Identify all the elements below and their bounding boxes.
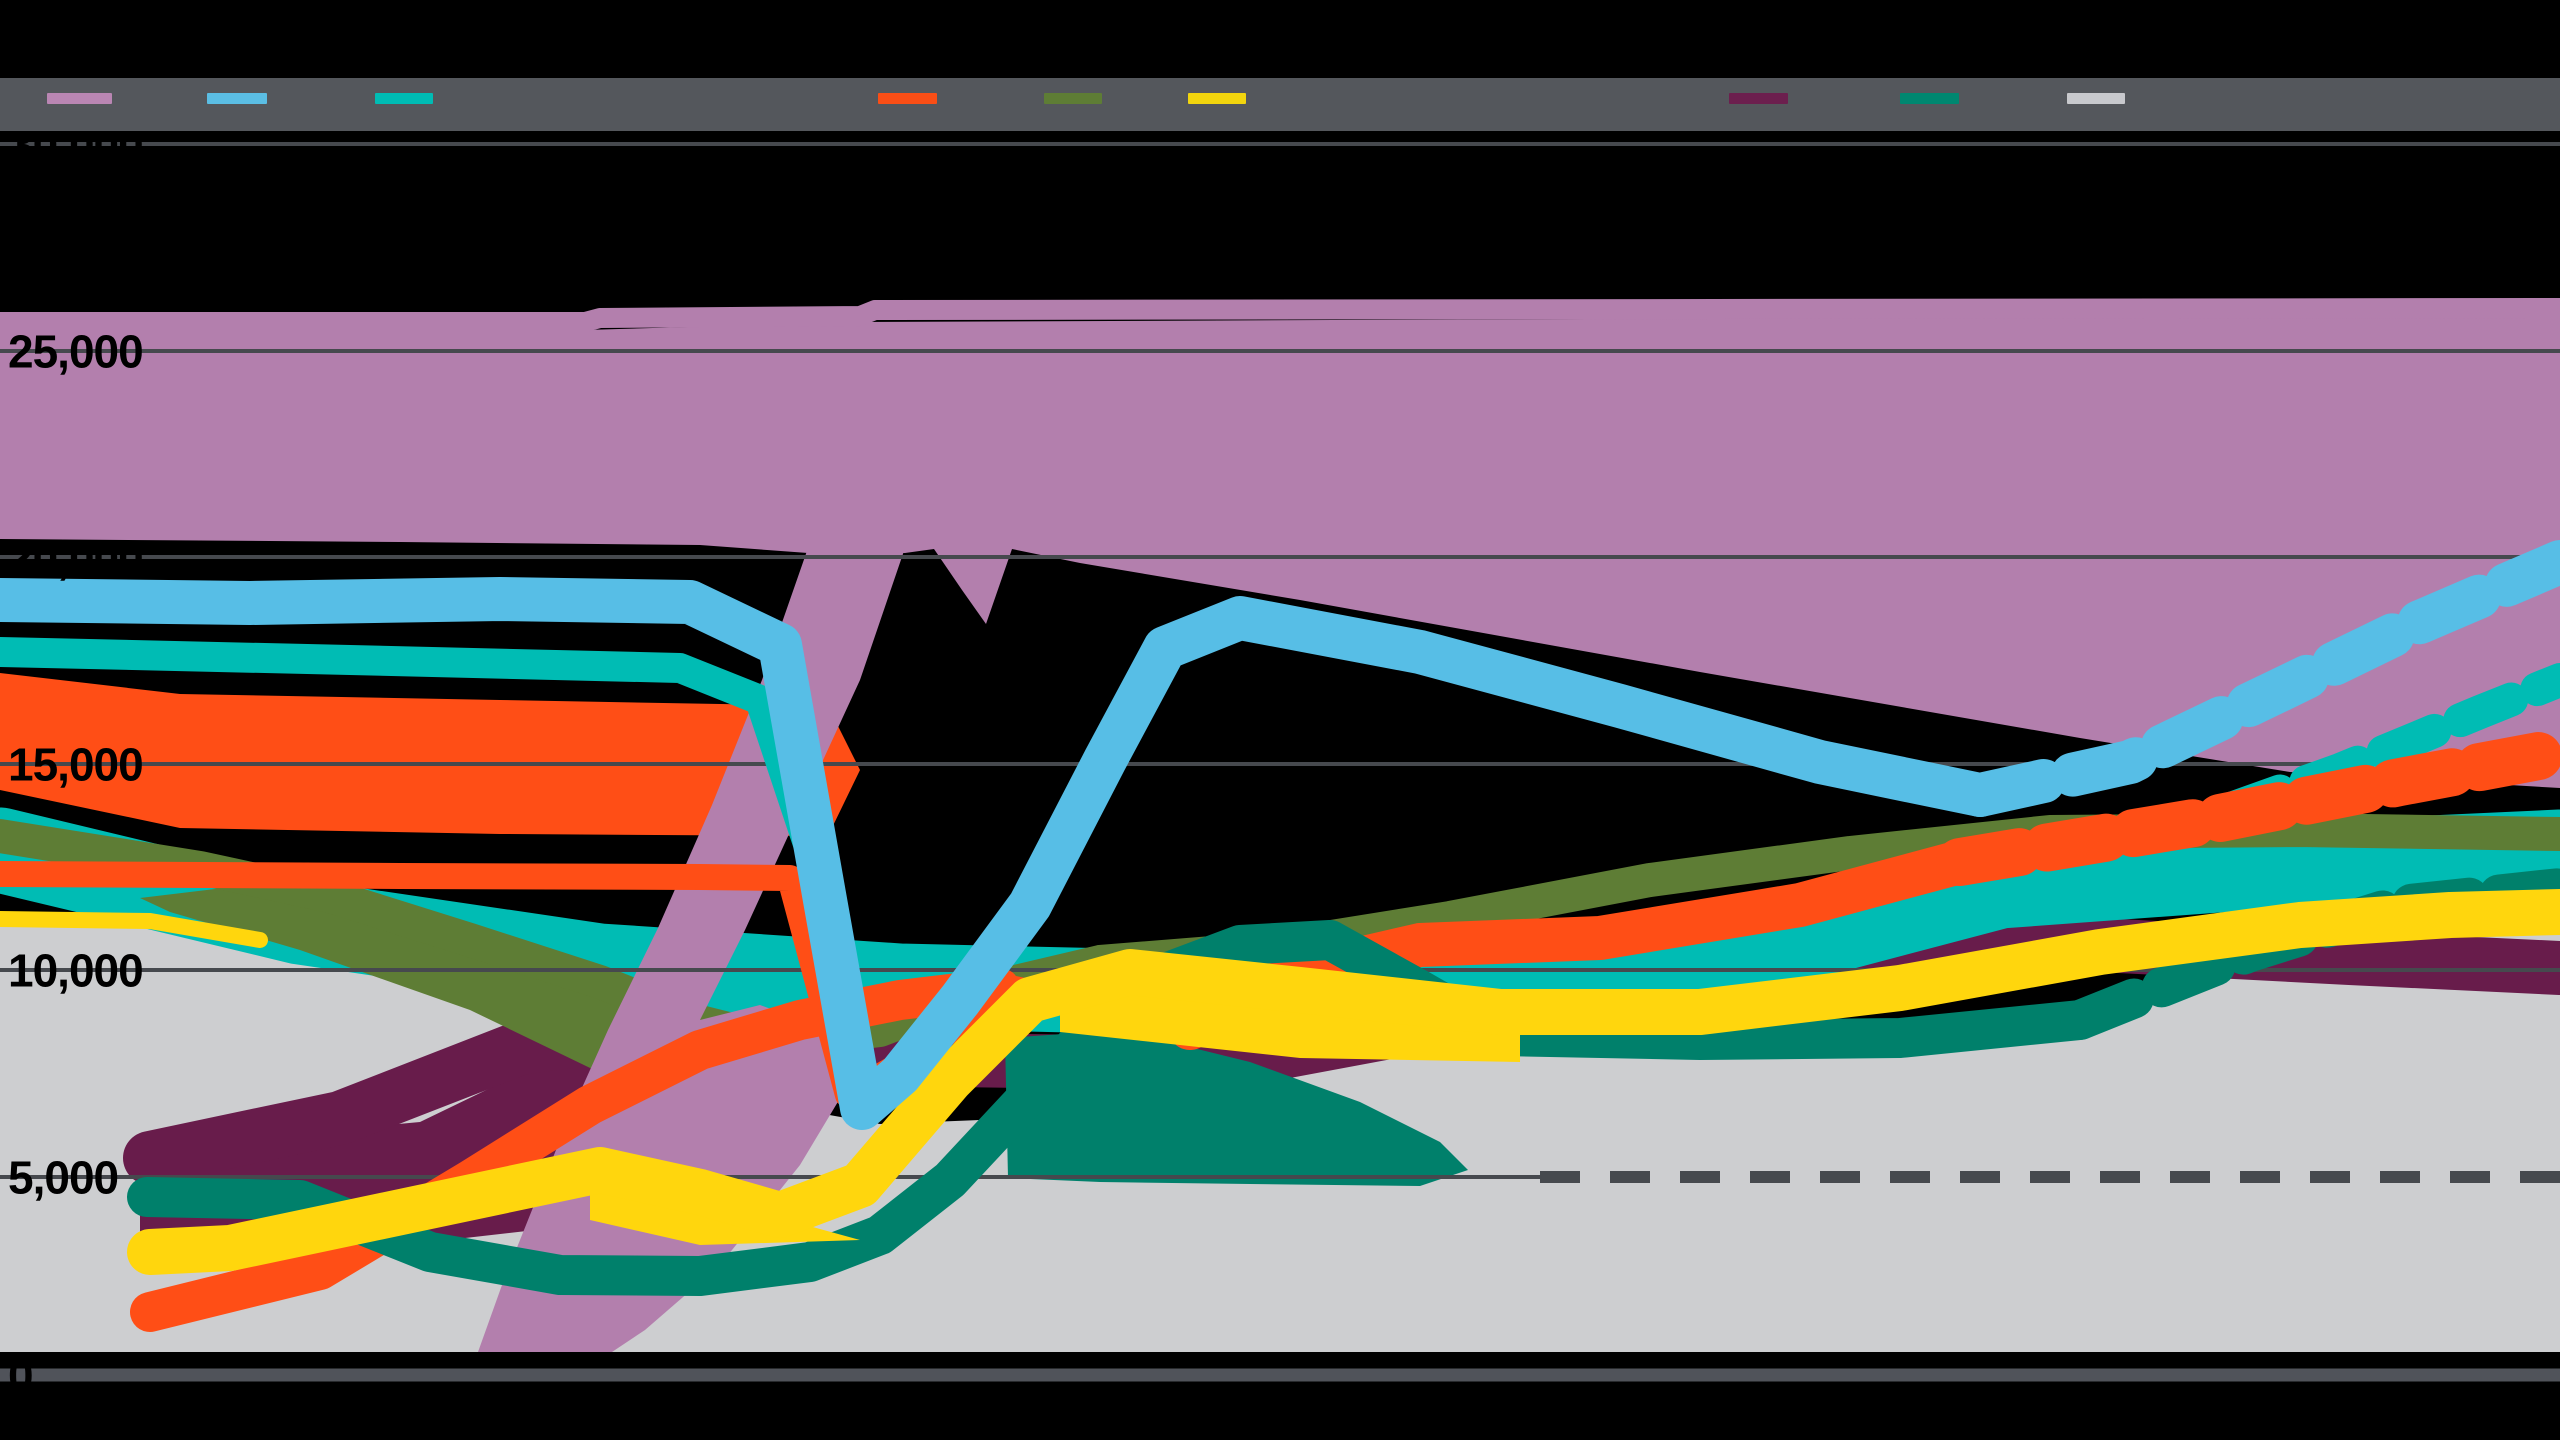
legend-swatch-series-teal xyxy=(375,93,433,104)
series-orange-area-0 xyxy=(0,673,860,836)
y-tick-label-2: 20,000 xyxy=(8,532,143,584)
series-purple-area-0 xyxy=(0,315,2560,788)
series-yellow-line-0 xyxy=(0,911,268,948)
y-tick-label-4: 10,000 xyxy=(8,945,143,997)
series-dark-green-area-0 xyxy=(1005,1030,1468,1186)
y-tick-label-5: 5,000 xyxy=(8,1152,118,1204)
y-tick-label-1: 25,000 xyxy=(8,326,143,378)
y-tick-label-3: 15,000 xyxy=(8,739,143,791)
legend-bar xyxy=(0,78,2560,131)
series-orange-line-2 xyxy=(130,968,1020,1332)
series-purple-line-2 xyxy=(0,298,2560,332)
series-light-blue-line-0 xyxy=(0,577,2002,1130)
legend-swatch-series-dark-green xyxy=(1900,93,1959,104)
series-yellow-line-3 xyxy=(127,889,2560,1275)
legend-swatch-series-orange xyxy=(878,93,937,104)
legend-swatch-series-purple xyxy=(47,93,112,104)
legend-swatch-series-olive xyxy=(1044,93,1102,104)
legend-swatch-series-maroon xyxy=(1729,93,1788,104)
legend-swatch-series-light-blue xyxy=(207,93,267,104)
series-yellow-area-2 xyxy=(1060,990,1520,1062)
series-light-blue-line-1 xyxy=(1958,540,2560,817)
legend-swatch-series-yellow xyxy=(1188,93,1246,104)
y-tick-label-6: 0 xyxy=(8,1350,33,1402)
series-orange-line-4 xyxy=(1936,728,2560,886)
series-dark-green-line-1 xyxy=(127,920,2100,1296)
legend-swatch-series-gray xyxy=(2067,93,2125,104)
